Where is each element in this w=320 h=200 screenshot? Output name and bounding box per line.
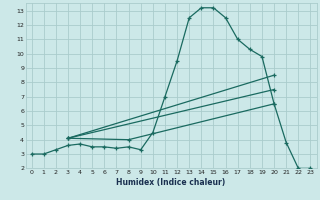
X-axis label: Humidex (Indice chaleur): Humidex (Indice chaleur) — [116, 178, 226, 187]
